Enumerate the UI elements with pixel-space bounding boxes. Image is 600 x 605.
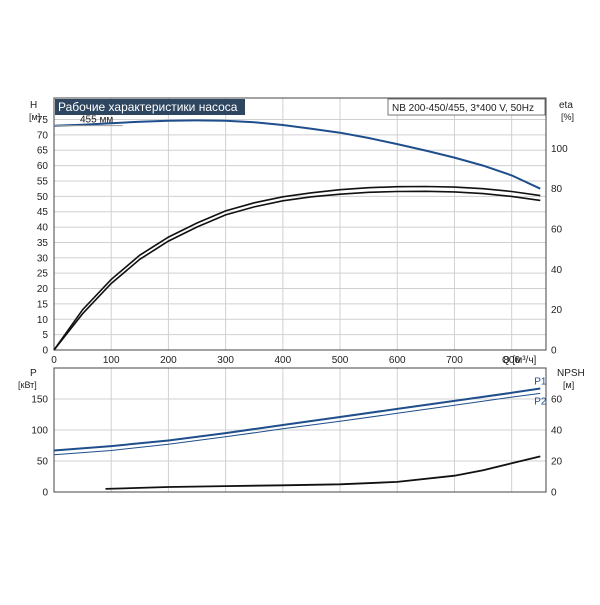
eta-tick-label-0: 0 xyxy=(551,346,557,357)
h-tick-label-1: 5 xyxy=(42,330,48,341)
p2-label: P2 xyxy=(534,396,547,407)
h-tick-label-13: 65 xyxy=(37,146,49,157)
q-tick-label-2: 200 xyxy=(160,355,177,366)
p-tick-label-3: 150 xyxy=(31,395,48,406)
h-tick-label-6: 30 xyxy=(37,253,49,264)
q-tick-label-7: 700 xyxy=(446,355,463,366)
q-tick-label-8: 800 xyxy=(503,355,520,366)
h-tick-label-8: 40 xyxy=(37,223,49,234)
bottom-plot-frame xyxy=(53,367,547,493)
h-tick-label-15: 75 xyxy=(37,115,49,126)
impeller-annotation: 455 мм xyxy=(80,115,113,126)
h-tick-label-3: 15 xyxy=(37,299,49,310)
q-tick-label-3: 300 xyxy=(217,355,234,366)
h-tick-label-5: 25 xyxy=(37,269,49,280)
p-tick-label-0: 0 xyxy=(42,488,48,499)
h-tick-label-7: 35 xyxy=(37,238,49,249)
npsh-tick-label-0: 0 xyxy=(551,488,557,499)
q-axis-label: Q [м³/ч] xyxy=(502,355,537,366)
npsh-axis-label: NPSH xyxy=(557,368,585,379)
p-tick-label-2: 100 xyxy=(31,426,48,437)
title-bar xyxy=(55,99,245,115)
eta-axis-unit: [%] xyxy=(561,112,574,122)
q-tick-label-4: 400 xyxy=(274,355,291,366)
eta-axis-label: eta xyxy=(559,100,573,111)
h-tick-label-14: 70 xyxy=(37,130,49,141)
h-tick-label-12: 60 xyxy=(37,161,49,172)
p-tick-label-1: 50 xyxy=(37,457,49,468)
h-tick-label-9: 45 xyxy=(37,207,49,218)
eta-tick-label-1: 20 xyxy=(551,305,563,316)
npsh-tick-label-1: 20 xyxy=(551,457,563,468)
p1-label: P1 xyxy=(534,376,547,387)
eta-tick-label-4: 80 xyxy=(551,184,563,195)
eta-curve-2 xyxy=(53,185,541,351)
h-axis-unit: [м] xyxy=(29,112,40,122)
h-axis-label: H xyxy=(30,100,37,111)
h-tick-label-0: 0 xyxy=(42,346,48,357)
npsh-curve xyxy=(105,455,541,490)
h-tick-label-2: 10 xyxy=(37,315,49,326)
npsh-axis-unit: [м] xyxy=(563,380,574,390)
subtitle-box xyxy=(387,98,546,116)
h-tick-label-4: 20 xyxy=(37,284,49,295)
eta-tick-label-3: 60 xyxy=(551,225,563,236)
p-axis-unit: [кВт] xyxy=(18,380,37,390)
h-tick-label-10: 50 xyxy=(37,192,49,203)
q-tick-label-0: 0 xyxy=(51,355,57,366)
eta-tick-label-2: 40 xyxy=(551,265,563,276)
head-curve xyxy=(53,119,541,190)
eta-tick-label-5: 100 xyxy=(551,144,568,155)
p-axis-label: P xyxy=(30,368,37,379)
npsh-tick-label-3: 60 xyxy=(551,395,563,406)
chart-title: Рабочие характеристики насоса xyxy=(58,100,238,114)
npsh-tick-label-2: 40 xyxy=(551,426,563,437)
q-tick-label-1: 100 xyxy=(103,355,120,366)
p1-curve xyxy=(53,387,541,452)
p2-curve xyxy=(53,392,541,456)
h-tick-label-11: 55 xyxy=(37,176,49,187)
chart-subtitle: NB 200-450/455, 3*400 V, 50Hz xyxy=(392,103,534,114)
q-tick-label-6: 600 xyxy=(389,355,406,366)
eta-curve-1 xyxy=(53,190,541,351)
top-plot-frame xyxy=(53,97,547,351)
q-tick-label-5: 500 xyxy=(332,355,349,366)
